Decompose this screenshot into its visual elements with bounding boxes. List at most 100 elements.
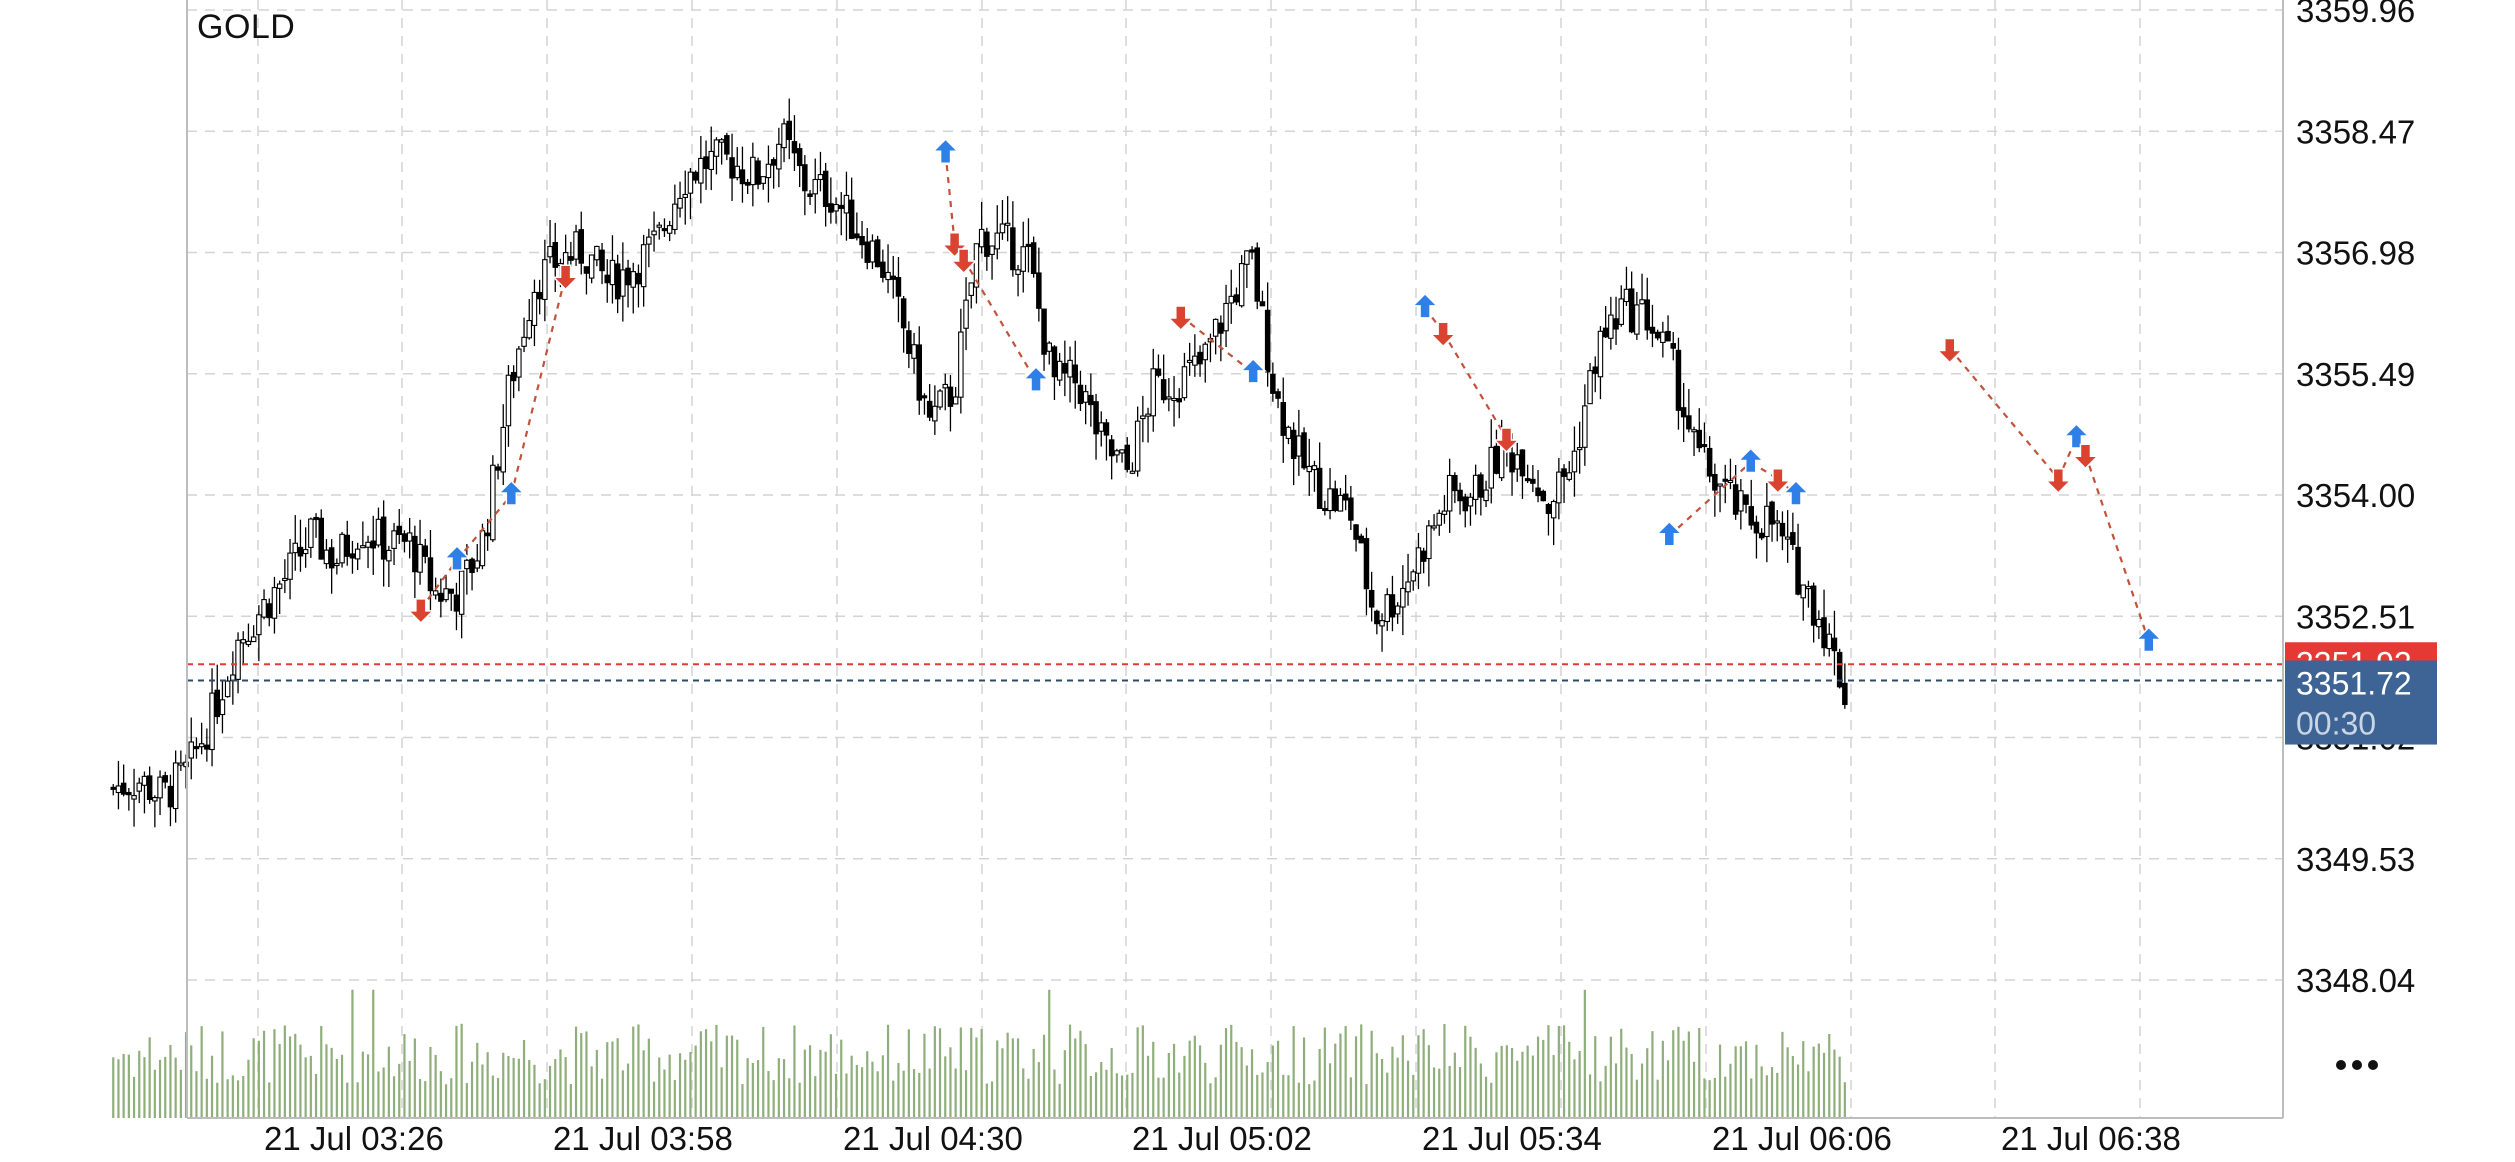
- volume-bar: [850, 1055, 853, 1118]
- volume-bar: [543, 1079, 546, 1118]
- candle-body: [973, 243, 980, 288]
- candlestick: [266, 598, 272, 627]
- candle-body: [880, 261, 886, 278]
- candle-body: [1649, 326, 1656, 334]
- candle-body: [1457, 489, 1463, 502]
- volume-bar: [1074, 1038, 1077, 1118]
- candlestick: [744, 179, 751, 194]
- candlestick: [1275, 388, 1281, 409]
- volume-bar: [1776, 1072, 1779, 1118]
- volume-bar: [1687, 1031, 1690, 1118]
- candlestick: [724, 132, 730, 161]
- volume-bar: [429, 1046, 432, 1118]
- candle-body: [843, 194, 850, 214]
- candle-body: [978, 228, 985, 248]
- candle-body: [1306, 465, 1313, 473]
- candle-body: [152, 796, 158, 802]
- candle-body: [417, 543, 423, 573]
- candle-body: [828, 203, 834, 213]
- candle-body: [526, 320, 532, 339]
- time-tick-label: 21 Jul 05:34: [1422, 1120, 1602, 1157]
- volume-bar: [460, 1023, 463, 1118]
- volume-bar: [413, 1038, 416, 1118]
- volume-bar: [1609, 1036, 1612, 1118]
- volume-bar: [897, 1062, 900, 1118]
- candlestick: [698, 135, 704, 204]
- volume-bar: [1661, 1040, 1664, 1118]
- volume-bar: [1495, 1052, 1498, 1118]
- candle-body: [490, 464, 496, 541]
- candle-body: [713, 139, 720, 157]
- candle-body: [1701, 444, 1708, 448]
- candle-body: [786, 120, 792, 140]
- candlestick: [1691, 426, 1697, 457]
- candle-body: [131, 795, 137, 800]
- time-axis[interactable]: 21 Jul 03:26 21 Jul 03:58 21 Jul 04:30 21 J…: [264, 1120, 2181, 1157]
- candlestick: [838, 192, 844, 236]
- candle-body: [854, 233, 860, 239]
- volume-bar: [221, 1031, 224, 1118]
- more-options-button[interactable]: [2322, 1040, 2392, 1090]
- volume-bar: [699, 1031, 702, 1118]
- volume-bar: [590, 1066, 593, 1118]
- candlestick: [1436, 509, 1443, 536]
- candlestick: [1368, 571, 1375, 622]
- candle-body: [1587, 370, 1593, 405]
- candle-body: [1556, 471, 1562, 504]
- candle-body: [942, 383, 948, 389]
- volume-bar: [621, 1070, 624, 1118]
- price-axis[interactable]: 3359.96 3358.47 3356.98 3355.49 3354.00 3352.…: [2296, 0, 2415, 999]
- candlestick: [1550, 499, 1557, 546]
- candle-body: [1270, 373, 1276, 394]
- candlestick: [646, 228, 652, 268]
- candlestick: [1493, 429, 1500, 475]
- volume-bar: [694, 1045, 697, 1118]
- volume-bar: [1042, 1034, 1046, 1118]
- candlestick: [531, 279, 538, 347]
- candlestick: [1566, 461, 1573, 482]
- candlestick: [401, 530, 408, 553]
- candlestick: [412, 525, 418, 598]
- candlestick: [1020, 221, 1026, 293]
- candlestick: [942, 373, 948, 411]
- volume-bar: [652, 1081, 656, 1118]
- volume-bar: [1178, 1072, 1181, 1118]
- candle-body: [692, 171, 699, 181]
- candle-body: [1119, 449, 1125, 454]
- volume-bar: [143, 1057, 146, 1118]
- more-dot-icon: [2368, 1060, 2378, 1070]
- volume-bar: [132, 1076, 136, 1118]
- candle-body: [1254, 247, 1261, 302]
- candle-body: [1748, 506, 1755, 526]
- buy-arrow-icon: [1655, 520, 1684, 547]
- candlestick: [1462, 493, 1469, 528]
- more-dot-icon: [2352, 1060, 2362, 1070]
- candlestick: [1727, 458, 1734, 490]
- volume-bar: [1770, 1067, 1774, 1118]
- candlestick: [1384, 588, 1391, 631]
- candle-body: [703, 156, 709, 169]
- candle-body: [1311, 465, 1318, 471]
- candle-body: [1363, 538, 1370, 590]
- trade-signals: [407, 138, 2163, 653]
- volume-bar: [1739, 1046, 1742, 1118]
- candlestick: [989, 245, 995, 280]
- candlestick: [126, 788, 132, 811]
- volume-bar: [262, 1030, 266, 1118]
- volume-bar: [1588, 1074, 1592, 1118]
- candlestick: [349, 540, 356, 574]
- volume-bar: [200, 1026, 203, 1118]
- volume-bar: [938, 1028, 942, 1118]
- candlestick: [791, 115, 798, 171]
- volume-bar: [834, 1073, 838, 1118]
- candle-body: [1056, 360, 1063, 381]
- candlestick: [297, 519, 304, 572]
- candle-body: [1290, 429, 1297, 460]
- candle-body: [1634, 304, 1640, 335]
- candlestick: [604, 259, 610, 303]
- volume-bar: [491, 1075, 494, 1118]
- candlestick: [682, 170, 688, 225]
- volume-bar: [730, 1035, 734, 1118]
